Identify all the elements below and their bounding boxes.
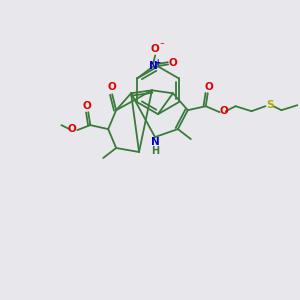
Text: S: S <box>267 100 274 110</box>
Text: O: O <box>68 124 77 134</box>
Text: N: N <box>151 137 159 147</box>
Text: ⁻: ⁻ <box>160 41 164 50</box>
Text: +: + <box>154 58 161 67</box>
Text: O: O <box>151 44 160 55</box>
Text: H: H <box>151 146 159 156</box>
Text: N: N <box>149 61 158 71</box>
Text: O: O <box>108 82 117 92</box>
Text: O: O <box>83 101 92 111</box>
Text: O: O <box>204 82 213 92</box>
Text: O: O <box>169 58 178 68</box>
Text: O: O <box>219 106 228 116</box>
